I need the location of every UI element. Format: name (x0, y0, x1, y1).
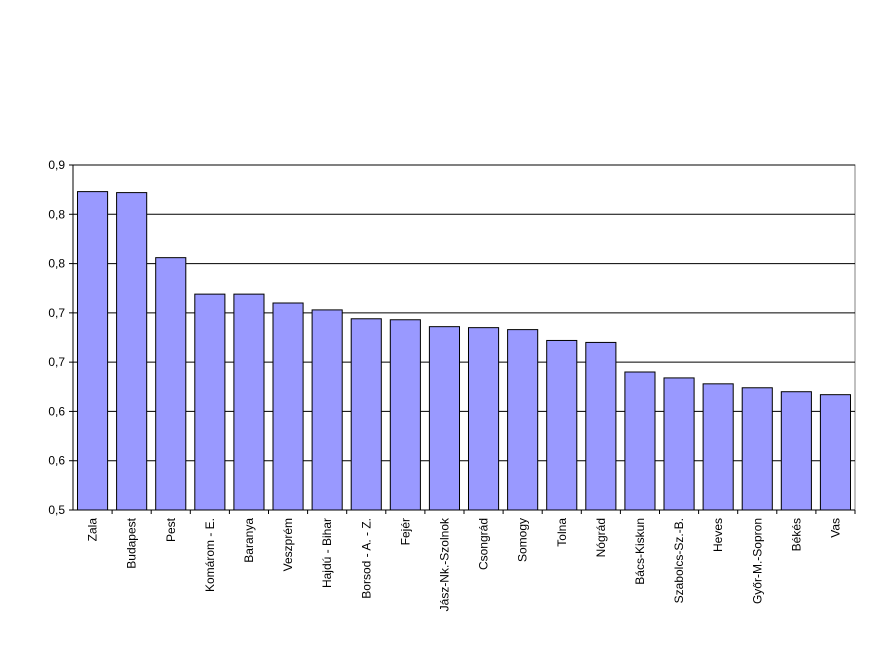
x-tick-label: Heves (711, 518, 725, 552)
plot-area (72, 164, 856, 511)
bar (702, 383, 734, 511)
bar (233, 293, 265, 511)
y-tick-label: 0,9 (48, 158, 65, 172)
bar (194, 293, 226, 511)
x-tick-label: Borsod - A. - Z. (359, 518, 373, 599)
x-tick-label: Budapest (125, 517, 139, 568)
x-tick-label: Veszprém (281, 518, 295, 571)
y-tick-label: 0,8 (48, 207, 65, 221)
bar (467, 327, 500, 511)
x-tick-label: Fejér (398, 518, 412, 545)
x-tick-label: Tolna (555, 518, 569, 547)
x-tick-label: Baranya (242, 518, 256, 563)
bar (389, 319, 421, 511)
bar (311, 309, 343, 511)
x-tick-label: Jász-Nk.-Szolnok (437, 517, 451, 611)
x-tick-label: Komárom - E. (203, 518, 217, 592)
bar (741, 387, 773, 511)
bar (155, 257, 187, 511)
x-tick-label: Győr-M.-Sopron (750, 518, 764, 604)
y-tick-label: 0,5 (48, 503, 65, 517)
bar (546, 339, 578, 511)
x-tick-label: Hajdú - Bihar (320, 518, 334, 588)
x-tick-label: Vas (828, 518, 842, 538)
bar (663, 377, 695, 511)
bar (507, 329, 539, 511)
bar (272, 302, 304, 511)
y-tick-label: 0,7 (48, 306, 65, 320)
x-tick-label: Békés (789, 518, 803, 551)
y-tick-label: 0,7 (48, 355, 65, 369)
y-tick-label: 0,8 (48, 257, 65, 271)
x-tick-label: Bács-Kiskun (633, 518, 647, 585)
x-tick-label: Nógrád (594, 518, 608, 557)
bar (76, 191, 109, 511)
y-tick-label: 0,6 (48, 404, 65, 418)
x-tick-label: Szabolcs-Sz.-B. (672, 518, 686, 603)
x-tick-label: Pest (164, 517, 178, 542)
bar (624, 371, 656, 511)
y-tick-label: 0,6 (48, 454, 65, 468)
bar (819, 394, 852, 511)
bar (116, 192, 148, 511)
x-tick-label: Csongrád (477, 518, 491, 570)
bar (350, 318, 382, 511)
bar (585, 341, 617, 511)
x-tick-label: Zala (86, 518, 100, 542)
x-tick-label: Somogy (516, 518, 530, 562)
bar (780, 391, 812, 511)
bar (428, 326, 461, 511)
